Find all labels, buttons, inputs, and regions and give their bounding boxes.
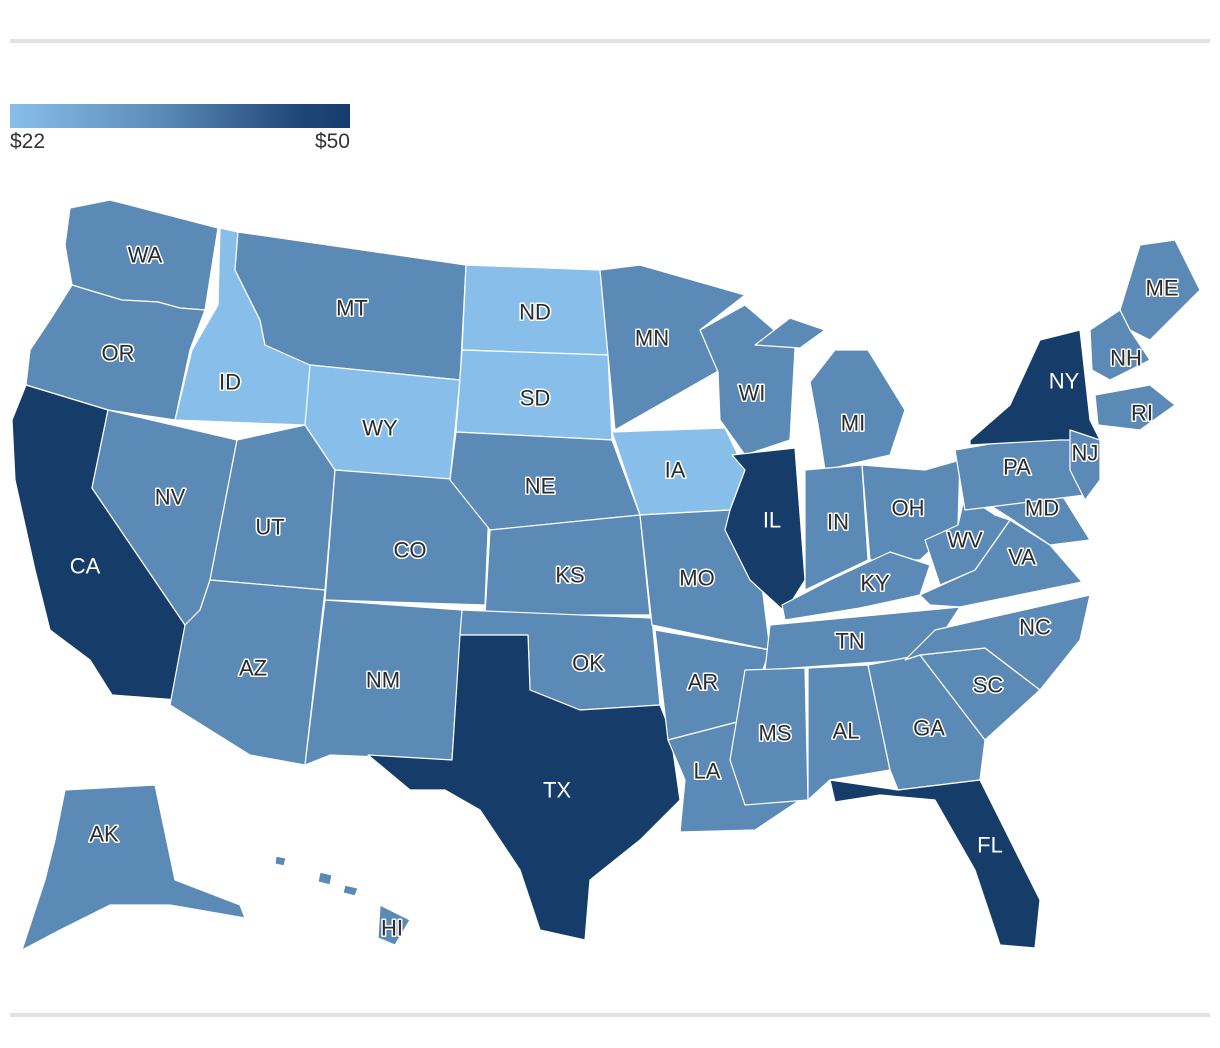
state-label-az: AZ: [239, 656, 267, 681]
state-label-wa: WA: [128, 243, 163, 268]
state-label-nd: ND: [519, 300, 551, 325]
state-tx: [367, 634, 681, 941]
state-label-co: CO: [394, 538, 427, 563]
color-legend: $22 $50: [10, 104, 350, 156]
state-nj: [1069, 429, 1101, 501]
state-ms: [729, 667, 809, 806]
state-label-ne: NE: [525, 474, 556, 499]
state-label-sd: SD: [520, 386, 551, 411]
state-label-in: IN: [827, 510, 849, 535]
state-label-sc: SC: [973, 673, 1004, 698]
bottom-divider: [10, 1013, 1210, 1017]
state-label-wy: WY: [362, 416, 398, 441]
state-label-nm: NM: [366, 668, 400, 693]
state-label-va: VA: [1008, 545, 1036, 570]
state-ak: [21, 784, 246, 951]
state-label-ga: GA: [913, 716, 945, 741]
state-label-tx: TX: [543, 778, 571, 803]
state-label-ky: KY: [860, 571, 890, 596]
state-label-hi: HI: [381, 916, 403, 941]
state-az: [169, 579, 326, 766]
state-hi: [274, 855, 411, 946]
state-label-ar: AR: [688, 670, 719, 695]
state-label-nv: NV: [155, 485, 186, 510]
state-label-id: ID: [219, 370, 241, 395]
state-ky: [781, 551, 931, 621]
state-label-il: IL: [763, 508, 781, 533]
state-label-ks: KS: [555, 563, 584, 588]
state-label-la: LA: [694, 759, 721, 784]
state-label-nc: NC: [1019, 615, 1051, 640]
state-label-mi: MI: [841, 411, 865, 436]
state-label-me: ME: [1146, 276, 1179, 301]
state-labels: WA OR CA ID NV UT AZ MT WY CO NM ND SD NE KS OK TX MN IA MO…: [68, 241, 1180, 942]
state-label-or: OR: [102, 341, 135, 366]
legend-min-label: $22: [10, 130, 46, 153]
state-label-pa: PA: [1003, 455, 1031, 480]
state-label-mo: MO: [679, 566, 714, 591]
state-in: [804, 464, 869, 591]
state-nh: [1089, 309, 1151, 381]
state-wv: [924, 494, 1011, 586]
state-label-fl: FL: [977, 833, 1003, 858]
state-label-mt: MT: [336, 296, 368, 321]
state-or: [25, 284, 206, 421]
state-label-ak: AK: [89, 822, 119, 847]
state-label-mn: MN: [635, 326, 669, 351]
legend-gradient-bar: [10, 104, 350, 128]
state-label-ri: RI: [1131, 401, 1153, 426]
state-label-ia: IA: [665, 458, 686, 483]
state-label-ms: MS: [759, 721, 792, 746]
state-nc: [904, 594, 1091, 691]
state-ks: [484, 514, 651, 616]
state-fl: [829, 779, 1041, 949]
state-label-ok: OK: [572, 651, 604, 676]
state-label-nh: NH: [1110, 346, 1142, 371]
legend-max-label: $50: [314, 130, 350, 153]
state-label-al: AL: [833, 719, 860, 744]
state-ny: [969, 329, 1101, 446]
state-label-wv: WV: [947, 528, 983, 553]
state-al: [807, 664, 891, 801]
state-label-ut: UT: [255, 515, 284, 540]
state-label-oh: OH: [892, 496, 925, 521]
state-label-ca: CA: [70, 554, 101, 579]
state-label-wi: WI: [739, 381, 766, 406]
state-label-ny: NY: [1049, 369, 1080, 394]
state-shapes: [11, 199, 1201, 951]
top-divider: [10, 39, 1210, 43]
state-il: [724, 447, 806, 613]
state-mi: [754, 317, 906, 471]
state-label-tn: TN: [835, 629, 864, 654]
state-ri: [1094, 384, 1176, 431]
state-label-nj: NJ: [1072, 441, 1099, 466]
state-label-md: MD: [1025, 496, 1059, 521]
legend-labels: $22 $50: [10, 130, 350, 156]
